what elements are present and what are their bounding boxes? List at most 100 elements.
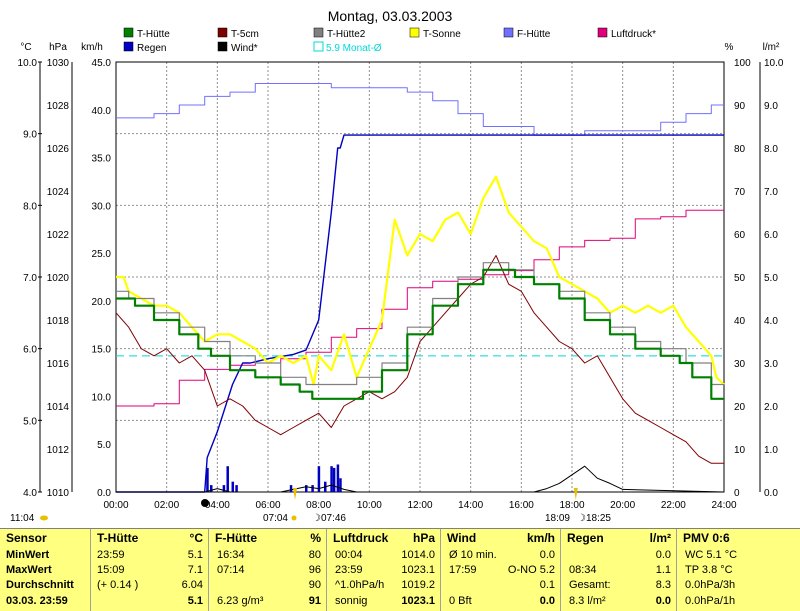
series-line-f-h-tte [116, 83, 724, 136]
legend-label-regen: Regen [137, 43, 166, 54]
legend-label-luftdruck: Luftdruck* [611, 29, 656, 40]
moonset-time: ☽18:25 [577, 513, 611, 524]
weather-chart: Montag, 03.03.2003 °C hPa km/h % l/m² T-… [10, 8, 784, 524]
stats-col-t-huette: T-Hütte °C 23:59 5.1 15:09 7.1 (+ 0.14 ) 6.0… [90, 529, 209, 611]
legend-swatch-regen [123, 41, 134, 52]
t-huette-min-value: 5.1 [187, 549, 203, 561]
grid [115, 61, 725, 493]
tick-pressure: 1012 [47, 445, 70, 456]
luftdruck-max-time: 23:59 [335, 564, 363, 576]
tick-x: 22:00 [661, 500, 686, 511]
tick-wind: 10.0 [92, 392, 112, 403]
legend-swatch-wind [217, 41, 228, 52]
wind-max-value: O-NO 5.2 [507, 564, 555, 576]
unit-humidity: % [725, 42, 734, 53]
tick-pressure: 1026 [47, 144, 70, 155]
plot-area [115, 83, 725, 493]
tick-wind: 35.0 [92, 154, 112, 165]
sunrise-marker-icon [293, 488, 298, 500]
luftdruck-current-value: 1023.1 [401, 595, 435, 607]
tick-x: 06:00 [255, 500, 280, 511]
stats-col-luftdruck: Luftdruck hPa 00:04 1014.0 23:59 1023.1 ^1.… [326, 529, 441, 611]
rain-bar [231, 481, 235, 492]
stats-unit-t-huette: °C [189, 531, 203, 545]
series-line-luftdruck [116, 209, 724, 407]
tick-x: 24:00 [711, 500, 736, 511]
luftdruck-forecast: sonnig [335, 595, 368, 607]
tick-wind: 15.0 [92, 345, 112, 356]
extra-time: 11:04 [10, 513, 35, 524]
moon-phase-icon [201, 499, 209, 507]
tick-pressure: 1024 [47, 187, 70, 198]
legend-swatch-t-sonne [409, 27, 420, 38]
tick-pressure: 1018 [47, 316, 70, 327]
rain-bar [210, 485, 213, 492]
stats-col-sensor: Sensor MinWert MaxWert Durchschnitt 03.0… [0, 529, 90, 611]
tick-temp: 9.0 [23, 130, 37, 141]
luftdruck-min-value: 1014.0 [401, 549, 435, 561]
rain-bar [336, 464, 340, 492]
stats-header-t-huette: T-Hütte [97, 531, 139, 545]
tick-rain: 3.0 [764, 359, 778, 370]
legend-swatch-t-h-tte2 [313, 27, 324, 38]
row-label-avg: Durchschnitt [6, 579, 74, 591]
tick-x: 12:00 [407, 500, 432, 511]
wind-beaufort: 0 Bft [449, 595, 472, 607]
axes: 4.0 5.0 6.0 7.0 8.0 9.0 10.0 1010 1012 1014 1016 10… [18, 58, 784, 511]
tick-pressure: 1028 [47, 101, 70, 112]
tick-pressure: 1010 [47, 488, 70, 499]
rain-bar [305, 485, 308, 492]
stats-unit-regen: l/m² [649, 531, 671, 545]
legend: T-Hütte T-5cm T-Hütte2 T-Sonne F-Hütte Luftdr… [123, 27, 656, 54]
tick-wind: 45.0 [92, 58, 112, 69]
tick-humidity: 30 [734, 359, 746, 370]
tick-temp: 5.0 [23, 416, 37, 427]
tick-rain: 6.0 [764, 230, 778, 241]
stats-col-regen: Regen l/m² 0.0 08:34 1.1 Gesamt: 8.3 8.3 l/… [560, 529, 677, 611]
tick-wind: 5.0 [97, 440, 111, 451]
tick-temp: 7.0 [23, 273, 37, 284]
legend-label-t-h-tte: T-Hütte [137, 29, 170, 40]
series-line-wind [116, 465, 725, 493]
regen-max-value: 1.1 [655, 564, 671, 576]
pmv-dewpoint: TP 3.8 °C [685, 564, 733, 576]
unit-wind: km/h [81, 42, 103, 53]
t-huette-trend: (+ 0.14 ) [97, 579, 139, 591]
legend-label-f-h-tte: F-Hütte [517, 29, 551, 40]
luftdruck-max-value: 1023.1 [401, 564, 435, 576]
tick-x: 14:00 [458, 500, 483, 511]
regen-total-value: 8.3 [655, 579, 671, 591]
sunrise-icon [291, 515, 297, 521]
chart-title: Montag, 03.03.2003 [328, 8, 453, 24]
stats-header-sensor: Sensor [6, 531, 47, 545]
t-huette-min-time: 23:59 [97, 549, 125, 561]
stats-header-f-huette: F-Hütte [215, 531, 257, 545]
luftdruck-avg-value: 1019.2 [401, 579, 435, 591]
tick-pressure: 1030 [47, 58, 70, 69]
f-huette-max-time: 07:14 [217, 564, 245, 576]
f-huette-avg-value: 90 [308, 579, 321, 591]
stats-header-wind: Wind [447, 531, 477, 545]
tick-rain: 2.0 [764, 402, 778, 413]
f-huette-min-time: 16:34 [217, 549, 245, 561]
series-line-t-h-tte2 [116, 262, 724, 386]
luftdruck-trend: ^1.0hPa/h [335, 579, 385, 591]
tick-humidity: 80 [734, 144, 746, 155]
unit-pressure: hPa [49, 42, 67, 53]
legend-swatch-t-5cm [217, 27, 228, 38]
tick-wind: 30.0 [92, 201, 112, 212]
t-huette-current-value: 5.1 [187, 595, 203, 607]
tick-humidity: 0 [734, 488, 740, 499]
t-huette-max-time: 15:09 [97, 564, 125, 576]
stats-header-pmv: PMV 0:6 [683, 531, 730, 545]
legend-swatch-f-h-tte [503, 27, 514, 38]
tick-x: 04:00 [205, 500, 230, 511]
tick-wind: 0.0 [97, 488, 111, 499]
wind-mean-value: 0.1 [539, 579, 555, 591]
tick-rain: 10.0 [764, 58, 784, 69]
wind-max-time: 17:59 [449, 564, 477, 576]
wind-current-value: 0.0 [539, 595, 555, 607]
regen-total-label: Gesamt: [569, 579, 611, 591]
tick-humidity: 20 [734, 402, 746, 413]
legend-swatch-t-h-tte [123, 27, 134, 38]
